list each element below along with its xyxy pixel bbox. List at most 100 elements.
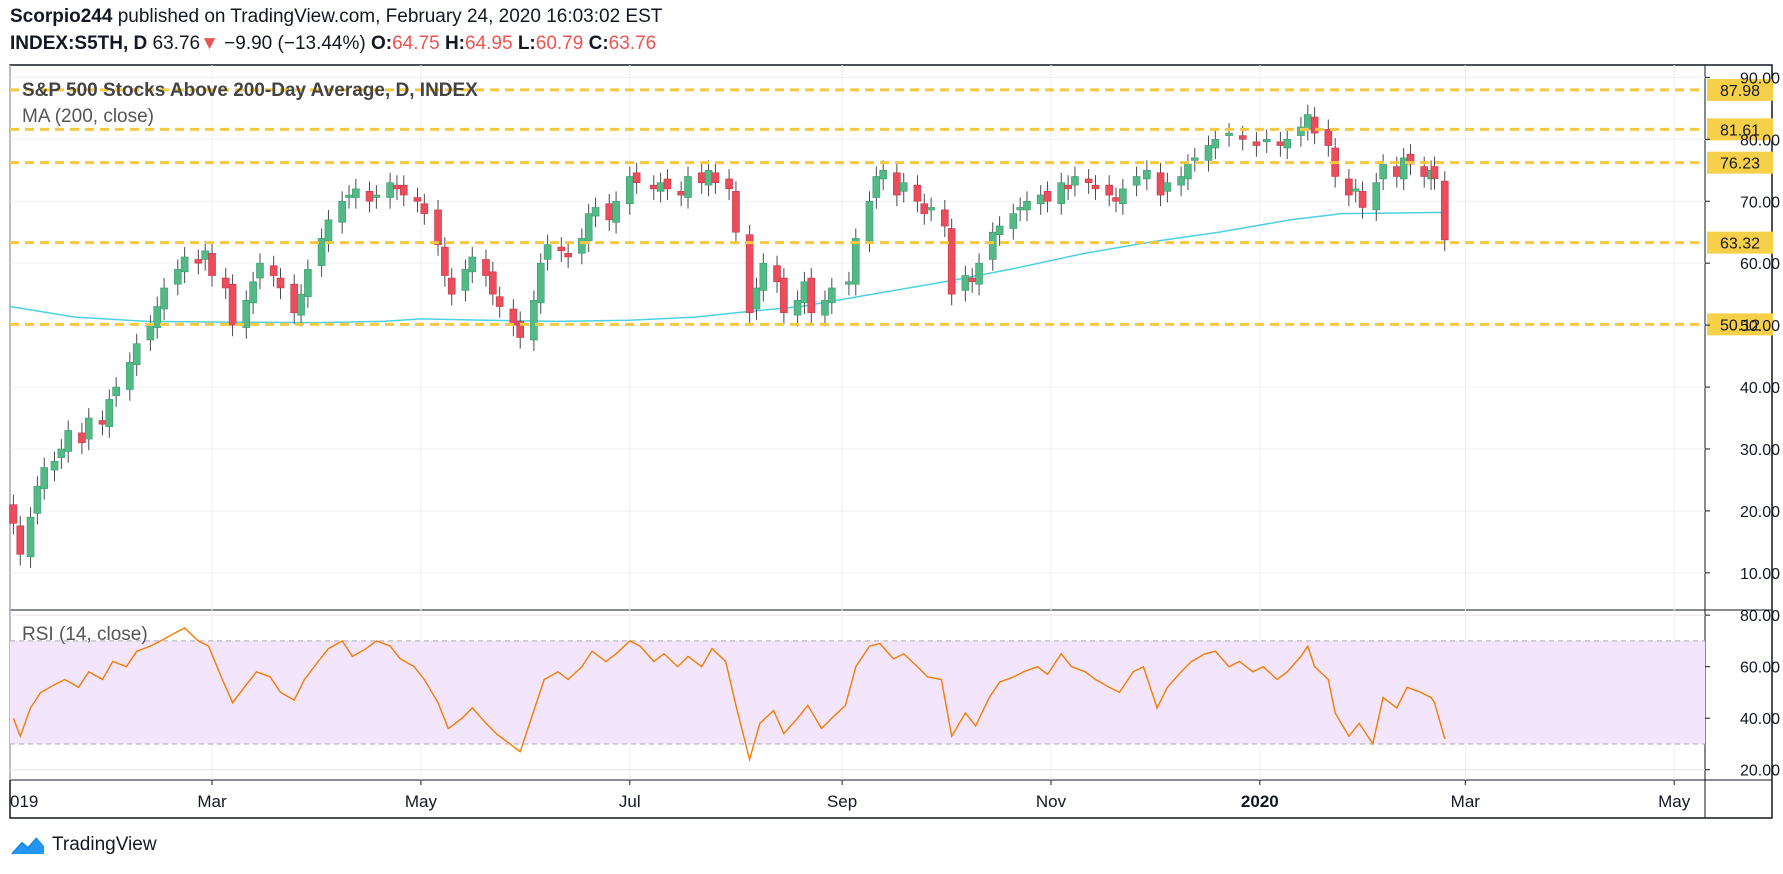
candle: [173, 259, 182, 296]
candle-body-down: [941, 209, 949, 227]
candle: [304, 259, 312, 308]
main-pane-title: S&P 500 Stocks Above 200-Day Average, D,…: [22, 80, 478, 101]
candle: [516, 311, 525, 349]
candle-body-up: [1143, 169, 1151, 180]
tradingview-logo[interactable]: TradingView: [10, 834, 157, 856]
candle-body-down: [1156, 172, 1165, 196]
time-tick-label: Mar: [197, 792, 227, 811]
rsi-band-fill: [10, 640, 1705, 744]
candle-body-up: [173, 269, 182, 285]
candle: [851, 228, 860, 296]
candle-body-down: [9, 504, 18, 524]
candle: [530, 290, 538, 352]
candle: [697, 162, 706, 194]
candle: [961, 265, 970, 302]
candle: [704, 160, 713, 197]
candle-body-up: [961, 275, 970, 291]
candle: [228, 274, 237, 337]
candle-body-up: [352, 188, 360, 198]
price-tick-label: 40.00: [1740, 380, 1780, 397]
candle-body-up: [1283, 139, 1292, 149]
rsi-indicator-title[interactable]: RSI (14, close): [22, 624, 148, 645]
ohlc-legend: INDEX:S5TH, D 63.76▼ −9.90 (−13.44%) O:6…: [10, 33, 656, 55]
price-tick-label: 30.00: [1740, 442, 1780, 459]
candle-body-up: [543, 244, 552, 260]
candle-body-up: [851, 238, 860, 285]
candle: [16, 515, 25, 566]
symbol-label[interactable]: INDEX:S5TH, D: [10, 33, 148, 54]
candle: [625, 166, 634, 215]
price-axis[interactable]: 10.00 20.00 30.00 40.00 50.00 60.00 70.00 80.00…: [1705, 70, 1780, 583]
candle: [632, 162, 641, 194]
candle: [1211, 129, 1220, 160]
candle-body-up: [591, 207, 600, 217]
level-label-bg: [1707, 78, 1773, 101]
candle: [1064, 175, 1072, 201]
candle: [1204, 135, 1213, 172]
candle: [927, 197, 935, 222]
candle: [913, 175, 922, 213]
candle-body-up: [324, 219, 333, 242]
candle-body-down: [773, 265, 781, 283]
candle-body-down: [441, 246, 449, 276]
candle-body-down: [1238, 135, 1247, 140]
candle-body-up: [1211, 139, 1220, 149]
candle: [793, 290, 802, 327]
price-tick-label: 80.00: [1740, 132, 1780, 149]
candle: [564, 243, 572, 269]
candle: [1184, 154, 1192, 191]
candle: [899, 172, 908, 203]
candle: [1345, 169, 1353, 207]
close-label: C:: [588, 33, 609, 54]
candle: [995, 216, 1004, 246]
candle: [975, 253, 983, 296]
candle-body-down: [1112, 197, 1120, 202]
candle-body-up: [345, 194, 353, 198]
time-tick-label: Nov: [1036, 792, 1067, 811]
candle-body-up: [988, 231, 997, 260]
candle: [780, 268, 788, 324]
candle-body-up: [578, 238, 586, 254]
candle: [947, 218, 956, 306]
candle-body-up: [1379, 163, 1387, 180]
candle: [1177, 166, 1185, 197]
time-tick-label: Jul: [619, 792, 641, 811]
candle-body-up: [1225, 132, 1233, 136]
candle: [64, 420, 73, 463]
candle-body-up: [146, 324, 155, 341]
horizontal-levels[interactable]: 87.98 81.61 76.23 63.32 50.12: [10, 78, 1773, 336]
candle-body-up: [1303, 114, 1312, 130]
candle-body-up: [1036, 194, 1045, 205]
candle-body-up: [1190, 157, 1199, 161]
candle-body-down: [1105, 184, 1113, 196]
candle: [773, 255, 781, 293]
candle-body-up: [249, 281, 257, 304]
price-tick-label: 50.00: [1740, 318, 1780, 335]
candle: [256, 253, 264, 290]
candle-body-down: [677, 191, 685, 196]
candle: [536, 253, 545, 314]
candle: [345, 185, 353, 209]
rsi-axis[interactable]: 20.00 40.00 60.00 80.00: [1705, 608, 1780, 780]
candle-body-up: [1399, 157, 1408, 180]
candle-body-down: [208, 252, 216, 276]
ma-indicator-title[interactable]: MA (200, close): [22, 106, 154, 127]
candle: [365, 181, 374, 213]
time-axis[interactable]: 019 Mar May Jul Sep Nov 2020 Mar May: [9, 780, 1691, 811]
candle: [1351, 178, 1360, 203]
author-name[interactable]: Scorpio244: [10, 6, 113, 27]
level-label: 81.61: [1720, 122, 1760, 139]
candle: [9, 494, 18, 535]
candle-body-down: [399, 184, 408, 196]
candle: [434, 200, 442, 256]
candle-body-up: [132, 343, 141, 366]
candle: [543, 234, 552, 271]
candle: [297, 284, 305, 327]
candle-body-up: [612, 200, 620, 223]
candle-body-up: [872, 176, 881, 198]
candle-body-up: [656, 182, 665, 192]
candle-body-down: [420, 203, 429, 214]
price-tick-label: 90.00: [1740, 70, 1780, 87]
candle-body-down: [1324, 129, 1333, 146]
